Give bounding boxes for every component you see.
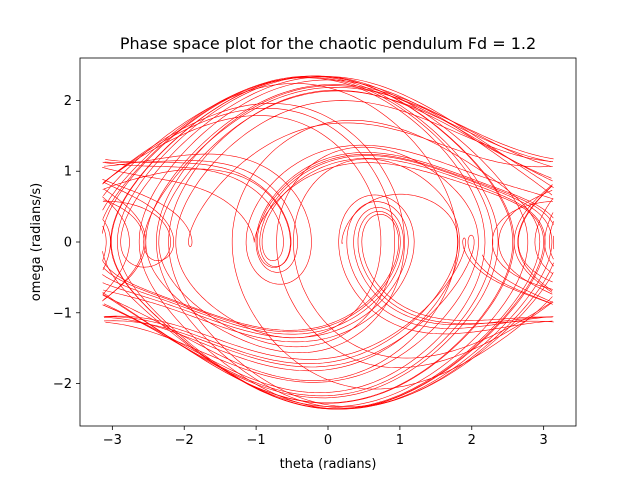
trajectory-segment bbox=[103, 158, 553, 372]
y-tick-label: 2 bbox=[64, 94, 72, 109]
x-tick-label: 2 bbox=[468, 433, 476, 448]
trajectory-segment bbox=[102, 122, 553, 247]
x-tick-label: −1 bbox=[247, 433, 266, 448]
y-axis-label: omega (radians/s) bbox=[29, 183, 44, 301]
trajectory-segment bbox=[102, 211, 554, 333]
trajectory-segment bbox=[102, 75, 515, 404]
x-tick-label: 3 bbox=[540, 433, 548, 448]
x-axis-ticks: −3 −2 −1 0 1 2 3 bbox=[103, 426, 548, 448]
trajectory-segment bbox=[102, 199, 145, 302]
trajectory-segment bbox=[102, 90, 552, 348]
trajectory-segment bbox=[102, 84, 551, 354]
x-axis-label: theta (radians) bbox=[280, 457, 377, 472]
trajectory-segment bbox=[102, 207, 554, 335]
trajectory-segment bbox=[103, 234, 552, 368]
trajectory-segment bbox=[103, 237, 553, 360]
axes-background bbox=[80, 58, 576, 426]
trajectory-segment bbox=[102, 76, 494, 397]
x-tick-label: −2 bbox=[175, 433, 194, 448]
y-axis-ticks: −2 −1 0 1 2 bbox=[53, 94, 80, 392]
trajectory-segment bbox=[102, 219, 111, 271]
trajectory-segment bbox=[102, 196, 130, 295]
trajectory-segment bbox=[518, 185, 553, 283]
trajectory-points bbox=[102, 75, 555, 410]
trajectory-segment bbox=[156, 85, 554, 409]
trajectory-segment bbox=[110, 75, 553, 409]
trajectory-segment bbox=[102, 75, 499, 399]
y-tick-label: 0 bbox=[64, 236, 72, 251]
x-tick-label: 0 bbox=[324, 433, 332, 448]
trajectory-segment bbox=[549, 220, 554, 260]
trajectory-segment bbox=[544, 212, 554, 267]
trajectory-segment bbox=[103, 188, 147, 300]
trajectory-segment bbox=[482, 254, 554, 303]
trajectory-segment bbox=[102, 77, 486, 394]
trajectory-segment bbox=[104, 152, 554, 273]
y-tick-label: 1 bbox=[64, 165, 72, 180]
trajectory-segment bbox=[102, 75, 529, 407]
trajectory-segment bbox=[105, 155, 553, 410]
trajectory-segment bbox=[103, 194, 553, 343]
trajectory-segment bbox=[517, 185, 553, 292]
trajectory-segment bbox=[102, 154, 554, 268]
y-tick-label: −1 bbox=[53, 306, 72, 321]
chart-title: Phase space plot for the chaotic pendulu… bbox=[120, 34, 536, 53]
plot-area bbox=[79, 57, 577, 427]
trajectory-segment bbox=[102, 225, 107, 261]
trajectory-segment bbox=[102, 201, 553, 338]
trajectory-segment bbox=[168, 90, 554, 407]
trajectory-segment bbox=[102, 76, 554, 268]
trajectory-segment bbox=[492, 201, 553, 290]
trajectory-segment bbox=[157, 79, 553, 196]
trajectory-segment bbox=[104, 144, 554, 285]
x-tick-label: 1 bbox=[396, 433, 404, 448]
trajectory-segment bbox=[534, 198, 554, 274]
x-tick-label: −3 bbox=[103, 433, 122, 448]
trajectory-segment bbox=[103, 100, 554, 339]
y-tick-label: −2 bbox=[53, 377, 72, 392]
trajectory-segment bbox=[102, 214, 553, 331]
trajectory-segment bbox=[102, 158, 546, 410]
